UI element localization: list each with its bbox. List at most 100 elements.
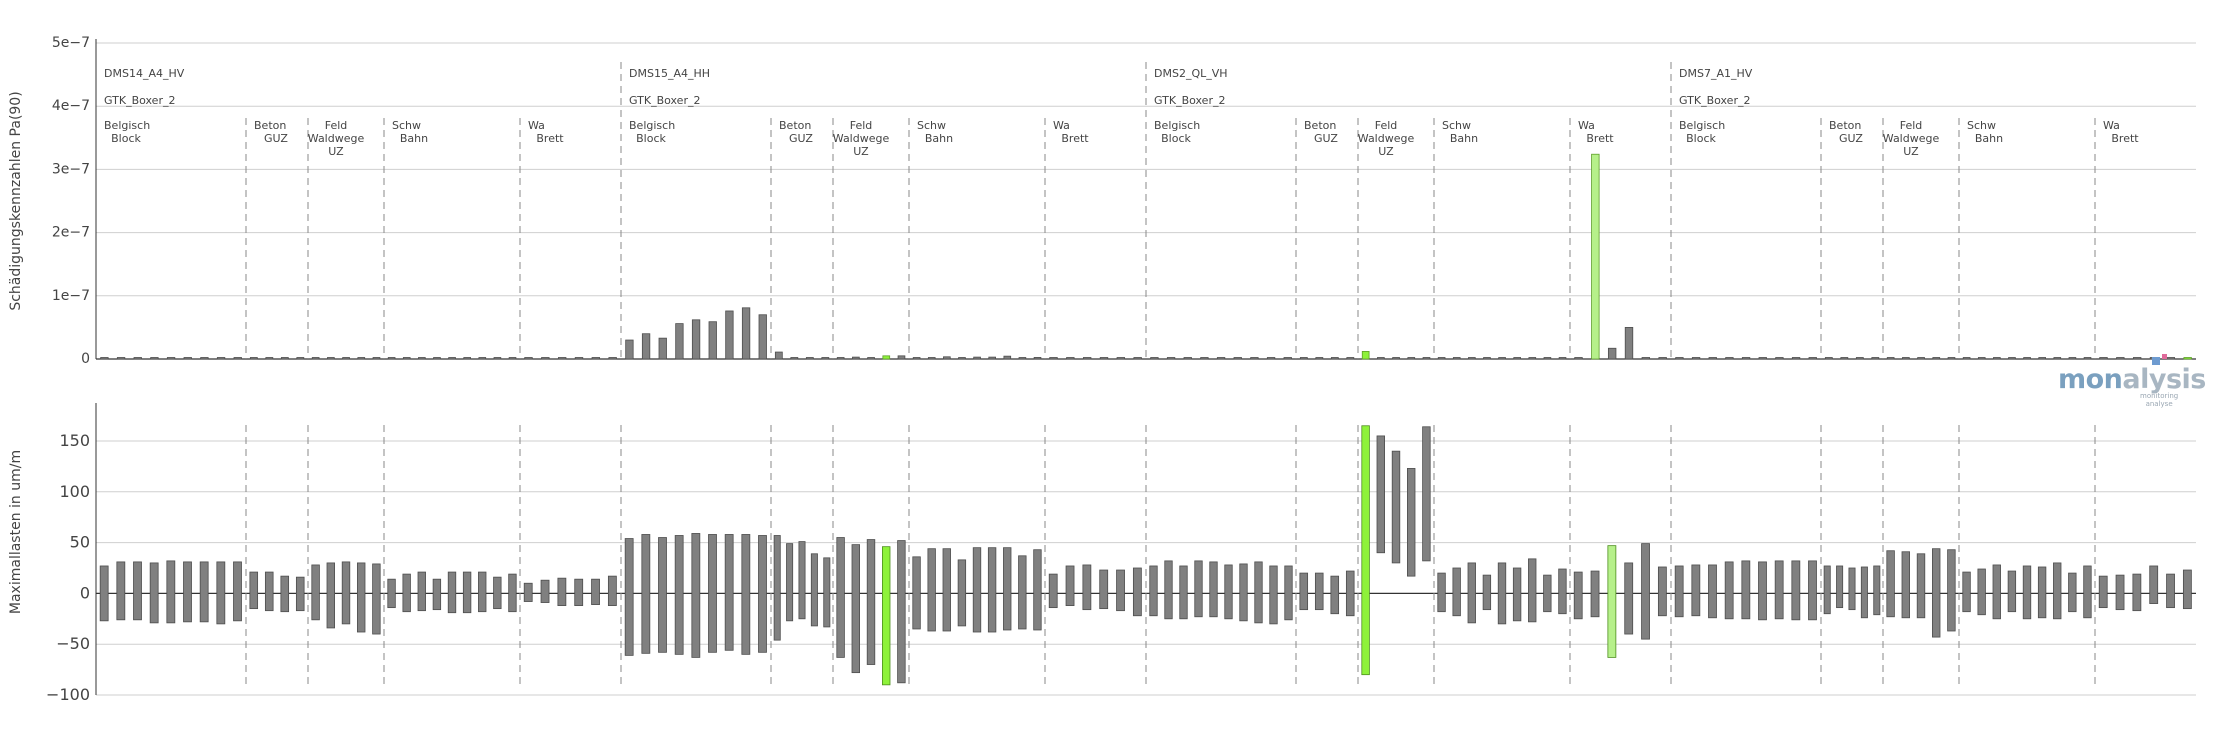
top-bar bbox=[1116, 357, 1126, 360]
top-bar bbox=[641, 333, 651, 360]
bottom-bar bbox=[216, 561, 226, 625]
top-bar bbox=[741, 307, 751, 360]
bottom-ytick-label: −100 bbox=[46, 685, 90, 704]
top-bar bbox=[433, 357, 441, 360]
top-bar bbox=[1018, 357, 1027, 360]
top-bar bbox=[2116, 357, 2125, 360]
top-bar bbox=[897, 355, 906, 360]
bottom-bar bbox=[1314, 572, 1324, 611]
bottom-bar bbox=[1543, 574, 1552, 613]
bottom-bar bbox=[823, 557, 831, 628]
section-label: Waldwege bbox=[1883, 132, 1940, 145]
section-label: UZ bbox=[1903, 145, 1919, 158]
bottom-bar bbox=[149, 562, 159, 624]
section-label: Wa bbox=[1578, 119, 1595, 132]
monalysis-logo: monalysis monitoring analyse bbox=[2058, 364, 2208, 410]
bottom-bar bbox=[2182, 569, 2192, 610]
top-bar bbox=[1283, 357, 1292, 360]
top-bar bbox=[1082, 357, 1092, 360]
bottom-bar bbox=[1065, 565, 1075, 606]
bottom-bar bbox=[1860, 566, 1868, 619]
group-vehicle-label: GTK_Boxer_2 bbox=[629, 94, 700, 107]
top-bar bbox=[2166, 357, 2176, 360]
bottom-bar bbox=[1018, 555, 1027, 630]
top-bar bbox=[758, 314, 767, 360]
bottom-bar bbox=[912, 556, 921, 630]
bottom-bar bbox=[836, 537, 845, 658]
section-label: Brett bbox=[536, 132, 564, 145]
bottom-bar bbox=[1992, 564, 2001, 620]
bottom-bar bbox=[987, 547, 997, 633]
top-bar bbox=[418, 357, 426, 360]
top-bar bbox=[1641, 357, 1651, 360]
bottom-bar bbox=[942, 548, 951, 632]
bottom-bar bbox=[1512, 567, 1522, 622]
bottom-bar bbox=[1376, 435, 1385, 554]
bottom-bar bbox=[1708, 564, 1717, 619]
section-label: Feld bbox=[325, 119, 348, 132]
section-label: Brett bbox=[1586, 132, 1614, 145]
top-bar bbox=[478, 357, 487, 360]
top-bar bbox=[183, 357, 192, 360]
bottom-bar bbox=[2115, 574, 2125, 611]
top-bar bbox=[150, 357, 159, 360]
top-bar bbox=[166, 357, 176, 360]
bottom-bar bbox=[897, 540, 906, 684]
top-bar bbox=[1993, 357, 2001, 360]
top-bar bbox=[1183, 357, 1192, 360]
bottom-bar bbox=[1149, 565, 1158, 617]
bottom-bar bbox=[1848, 567, 1856, 611]
bottom-bar bbox=[927, 548, 936, 632]
section-label: Block bbox=[636, 132, 666, 145]
top-bar bbox=[1675, 357, 1684, 360]
bottom-bar bbox=[2037, 566, 2047, 619]
top-bar bbox=[1574, 357, 1583, 360]
top-bar bbox=[1361, 351, 1370, 360]
top-bar bbox=[342, 357, 350, 360]
section-label: Schw bbox=[1442, 119, 1471, 132]
bottom-bar bbox=[540, 579, 550, 603]
bottom-bar bbox=[2068, 572, 2077, 613]
top-bar bbox=[133, 357, 142, 360]
top-bar bbox=[943, 356, 951, 360]
bottom-bar bbox=[183, 561, 192, 623]
bottom-ytick-label: 100 bbox=[59, 482, 90, 501]
top-ytick-label: 4e−7 bbox=[52, 98, 90, 114]
bottom-bar bbox=[1624, 562, 1634, 635]
top-ytick-label: 0 bbox=[81, 351, 90, 367]
section-label: Feld bbox=[1900, 119, 1923, 132]
top-bar bbox=[1758, 357, 1767, 360]
top-bar bbox=[1691, 357, 1701, 360]
top-bar bbox=[1708, 357, 1717, 360]
top-bar bbox=[1528, 357, 1537, 360]
top-bar bbox=[574, 357, 584, 360]
bottom-bar bbox=[1224, 564, 1233, 620]
top-bar bbox=[524, 357, 533, 360]
bottom-bar bbox=[574, 578, 584, 606]
bottom-bar bbox=[1254, 561, 1263, 624]
bottom-bar bbox=[1873, 565, 1881, 616]
bottom-bar bbox=[624, 538, 634, 656]
bottom-bar bbox=[758, 535, 767, 653]
top-bar bbox=[1624, 326, 1634, 360]
section-label: Schw bbox=[1967, 119, 1996, 132]
top-bar bbox=[541, 357, 550, 360]
bottom-bar bbox=[1808, 560, 1817, 621]
bottom-bar bbox=[99, 565, 109, 622]
bottom-y-axis-label: Maximallasten in um/m bbox=[8, 450, 24, 614]
top-bar bbox=[1513, 357, 1521, 360]
top-bar bbox=[233, 357, 242, 360]
bottom-bar bbox=[957, 559, 967, 627]
bottom-bar bbox=[1558, 568, 1567, 615]
top-bar bbox=[1346, 357, 1355, 360]
bottom-bar bbox=[1947, 549, 1956, 632]
group-sensor-label: DMS2_QL_VH bbox=[1154, 67, 1228, 80]
top-bar bbox=[1299, 357, 1308, 360]
bottom-bar bbox=[116, 561, 126, 621]
top-bar bbox=[1917, 357, 1925, 360]
bottom-bar bbox=[1269, 565, 1278, 625]
section-label: Beton bbox=[1304, 119, 1336, 132]
section-label: Wa bbox=[2103, 119, 2120, 132]
bottom-bar bbox=[280, 575, 290, 613]
bottom-bar bbox=[478, 571, 487, 613]
